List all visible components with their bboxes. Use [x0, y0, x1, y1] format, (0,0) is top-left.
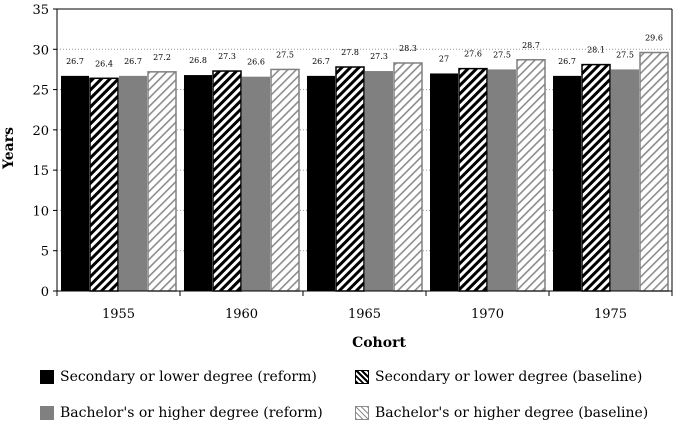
legend-row-1: Secondary or lower degree (reform) Secon…: [40, 366, 670, 388]
bar: [335, 66, 365, 292]
legend: Secondary or lower degree (reform) Secon…: [40, 366, 670, 438]
x-tick-label: 1960: [225, 307, 258, 322]
axes: 0 5 10 15 20 25 30 35 1955 1960 1965 1970 1975: [32, 3, 673, 322]
data-label: 27.3: [370, 52, 388, 61]
y-tick-label: 15: [32, 164, 49, 179]
legend-label: Bachelor's or higher degree (baseline): [375, 405, 649, 421]
data-label: 28.3: [399, 44, 417, 53]
x-tick-label: 1970: [471, 307, 504, 322]
bar: [242, 76, 270, 292]
data-label: 26.4: [95, 59, 113, 68]
legend-swatch-solid-black: [40, 370, 54, 384]
bar: [516, 59, 546, 292]
legend-label: Bachelor's or higher degree (reform): [60, 405, 323, 421]
x-tick-label: 1955: [102, 307, 135, 322]
legend-item-bachelor-baseline: Bachelor's or higher degree (baseline): [355, 405, 648, 421]
x-tick-label: 1965: [348, 307, 381, 322]
data-label: 27: [439, 54, 449, 63]
data-labels: 26.7 26.4 26.7 27.2 26.8 27.3 26.6 27.5 26.7 27.8…: [66, 34, 663, 69]
y-tick-label: 20: [32, 124, 49, 139]
data-label: 26.7: [312, 57, 330, 66]
data-label: 27.3: [218, 52, 236, 61]
y-tick-label: 0: [41, 285, 49, 300]
y-tick-label: 35: [32, 3, 49, 18]
y-axis-title: Years: [1, 127, 17, 170]
bar: [430, 73, 458, 291]
bar: [212, 70, 242, 292]
bar: [581, 63, 611, 292]
legend-swatch-solid-gray: [40, 406, 54, 420]
data-label: 27.2: [153, 53, 171, 62]
x-axis-title: Cohort: [352, 335, 406, 351]
bar: [488, 69, 516, 291]
legend-swatch-hatch-light: [355, 406, 369, 420]
bar: [307, 75, 335, 291]
bar: [147, 71, 177, 292]
legend-label: Secondary or lower degree (reform): [60, 369, 317, 385]
data-label: 28.1: [587, 46, 605, 55]
y-tick-label: 10: [32, 204, 49, 219]
data-label: 27.5: [493, 50, 511, 59]
bar: [458, 67, 488, 292]
bar: [553, 75, 581, 291]
bar: [61, 75, 89, 291]
data-label: 28.7: [522, 41, 540, 50]
legend-item-bachelor-reform: Bachelor's or higher degree (reform): [40, 405, 355, 421]
bars: [61, 51, 669, 292]
bar: [184, 75, 212, 291]
legend-swatch-hatch-dark: [355, 370, 369, 384]
data-label: 26.6: [247, 58, 265, 67]
bar: [119, 75, 147, 291]
data-label: 29.6: [645, 34, 663, 43]
bar: [611, 69, 639, 291]
data-label: 26.7: [558, 57, 576, 66]
chart: 26.7 26.4 26.7 27.2 26.8 27.3 26.6 27.5 26.7 27.8…: [1, 3, 673, 351]
y-tick-label: 30: [32, 43, 49, 58]
data-label: 26.8: [189, 56, 207, 65]
bar: [270, 68, 300, 292]
y-tick-label: 25: [32, 84, 49, 99]
legend-label: Secondary or lower degree (baseline): [375, 369, 643, 385]
bar: [639, 51, 669, 292]
legend-item-secondary-baseline: Secondary or lower degree (baseline): [355, 369, 642, 385]
data-label: 27.8: [341, 48, 359, 57]
bar: [89, 77, 119, 292]
y-tick-label: 5: [41, 245, 49, 260]
data-label: 26.7: [66, 57, 84, 66]
data-label: 27.6: [464, 50, 482, 59]
legend-row-2: Bachelor's or higher degree (reform) Bac…: [40, 402, 670, 424]
data-label: 27.5: [616, 50, 634, 59]
data-label: 27.5: [276, 50, 294, 59]
data-label: 26.7: [124, 57, 142, 66]
legend-item-secondary-reform: Secondary or lower degree (reform): [40, 369, 355, 385]
x-tick-label: 1975: [594, 307, 627, 322]
bar: [393, 62, 423, 292]
bar: [365, 71, 393, 291]
